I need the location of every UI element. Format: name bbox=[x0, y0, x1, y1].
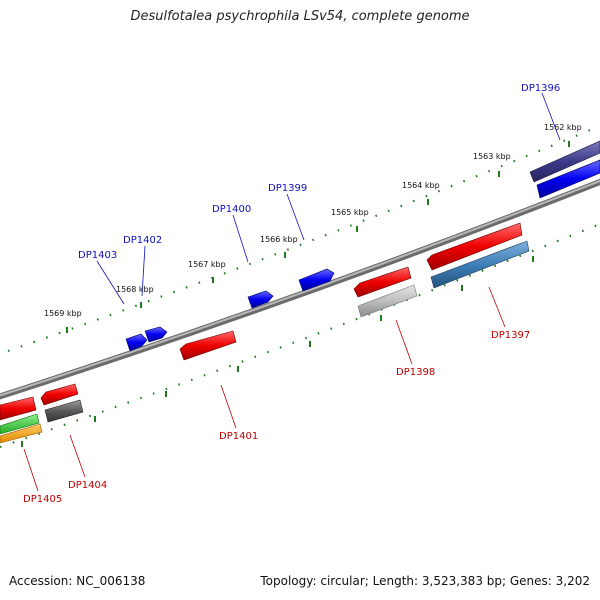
reverse-gene-labels: DP1397 DP1398 DP1401 DP1404 DP1405 bbox=[23, 330, 530, 505]
gene-label[interactable]: DP1398 bbox=[396, 367, 435, 378]
scale-label: 1563 kbp bbox=[473, 152, 511, 161]
accession-text: Accession: NC_006138 bbox=[9, 574, 146, 588]
gene-dp1404-dark[interactable] bbox=[44, 399, 84, 423]
gene-dp1398-red[interactable] bbox=[353, 266, 412, 298]
major-ticks bbox=[21, 141, 570, 447]
scale-label: 1565 kbp bbox=[331, 208, 369, 217]
gene-dp1396-navy[interactable] bbox=[529, 140, 600, 183]
reverse-genes bbox=[0, 222, 530, 444]
gene-label[interactable]: DP1405 bbox=[23, 494, 62, 505]
gene-label[interactable]: DP1404 bbox=[68, 480, 107, 491]
leader-lines bbox=[23, 92, 561, 492]
gene-dp1405-red[interactable] bbox=[0, 396, 37, 421]
gene-label[interactable]: DP1396 bbox=[521, 83, 560, 94]
scale-label: 1562 kbp bbox=[544, 123, 582, 132]
gene-dp1396-blue[interactable] bbox=[536, 159, 600, 199]
forward-genes bbox=[125, 140, 600, 352]
gene-dp1399-block[interactable] bbox=[298, 268, 335, 292]
scale-label: 1566 kbp bbox=[260, 235, 298, 244]
gene-label[interactable]: DP1401 bbox=[219, 431, 258, 442]
gene-dp1403-block[interactable] bbox=[125, 333, 148, 352]
topology-text: Topology: circular; Length: 3,523,383 bp… bbox=[260, 574, 590, 588]
gene-dp1397-steel[interactable] bbox=[430, 240, 530, 289]
gene-dp1400-block[interactable] bbox=[247, 290, 274, 309]
map-title: Desulfotalea psychrophila LSv54, complet… bbox=[130, 9, 470, 24]
gene-dp1405-orange[interactable] bbox=[0, 423, 43, 444]
scale-label: 1564 kbp bbox=[402, 181, 440, 190]
gene-dp1405-green[interactable] bbox=[0, 413, 40, 435]
gene-label[interactable]: DP1403 bbox=[78, 250, 117, 261]
gene-label[interactable]: DP1400 bbox=[212, 204, 251, 215]
scale-label: 1568 kbp bbox=[116, 285, 154, 294]
gene-dp1404-red[interactable] bbox=[40, 383, 79, 406]
gene-dp1397-red[interactable] bbox=[426, 222, 523, 271]
genome-backbone-highlight bbox=[0, 179, 600, 397]
gene-label[interactable]: DP1399 bbox=[268, 183, 307, 194]
scale-labels: 1562 kbp 1563 kbp 1564 kbp 1565 kbp 1566… bbox=[44, 123, 582, 318]
gene-dp1398-grey[interactable] bbox=[357, 284, 418, 318]
forward-gene-labels: DP1396 DP1399 DP1400 DP1402 DP1403 bbox=[78, 83, 560, 261]
gene-dp1401-red[interactable] bbox=[179, 330, 237, 361]
scale-label: 1569 kbp bbox=[44, 309, 82, 318]
gene-label[interactable]: DP1402 bbox=[123, 235, 162, 246]
gene-dp1402-block[interactable] bbox=[144, 326, 168, 343]
gene-label[interactable]: DP1397 bbox=[491, 330, 530, 341]
scale-label: 1567 kbp bbox=[188, 260, 226, 269]
